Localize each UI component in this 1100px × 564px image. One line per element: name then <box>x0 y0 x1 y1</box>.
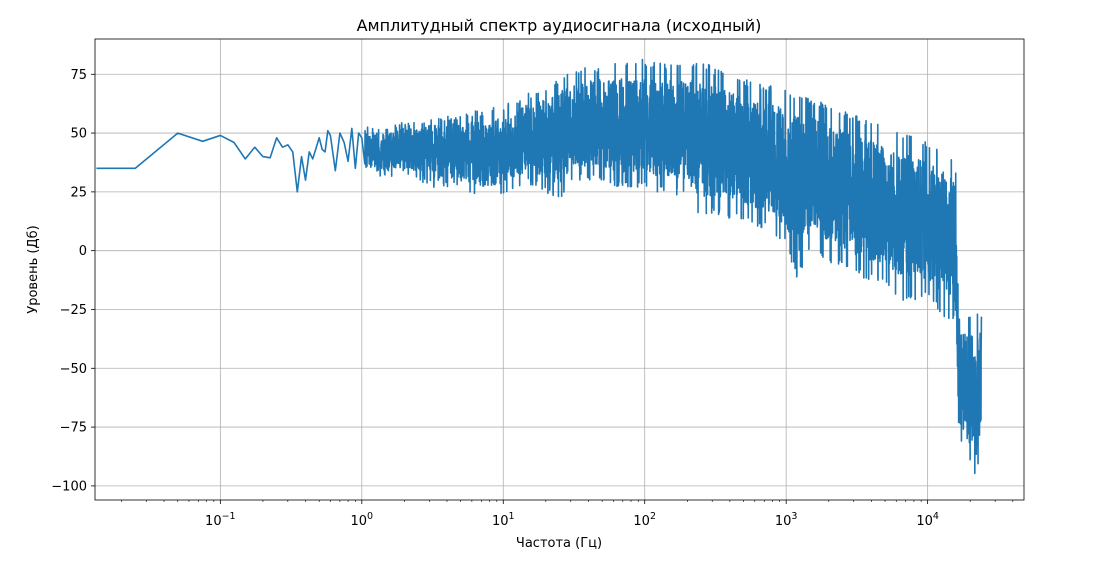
y-tick-label: 25 <box>70 185 87 200</box>
axes-frame <box>94 38 1025 501</box>
y-tick-label: 50 <box>70 127 87 142</box>
spectrum-series-line <box>96 58 983 475</box>
x-tick-label: 10−1 <box>205 511 236 529</box>
x-tick-label: 104 <box>916 511 939 529</box>
series-layer <box>96 58 983 475</box>
y-axis-label: Уровень (Дб) <box>26 225 41 313</box>
y-tick-label: −50 <box>60 362 87 377</box>
y-tick-label: −25 <box>60 303 87 318</box>
plot-area <box>96 58 983 475</box>
x-axis: 10−1 100 101 102 103 104 <box>121 500 1014 529</box>
y-tick-label: −100 <box>51 479 87 494</box>
y-tick-label: −75 <box>60 421 87 436</box>
x-tick-label: 102 <box>633 511 656 529</box>
chart-title: Амплитудный спектр аудиосигнала (исходны… <box>357 16 762 35</box>
y-tick-label: 75 <box>70 68 87 83</box>
x-tick-label: 100 <box>351 511 374 529</box>
y-axis: 75 50 25 0 −25 −50 −75 −100 <box>51 68 95 494</box>
y-tick-label: 0 <box>79 244 87 259</box>
x-tick-label: 103 <box>775 511 798 529</box>
x-axis-label: Частота (Гц) <box>516 536 602 551</box>
x-tick-label: 101 <box>492 511 515 529</box>
